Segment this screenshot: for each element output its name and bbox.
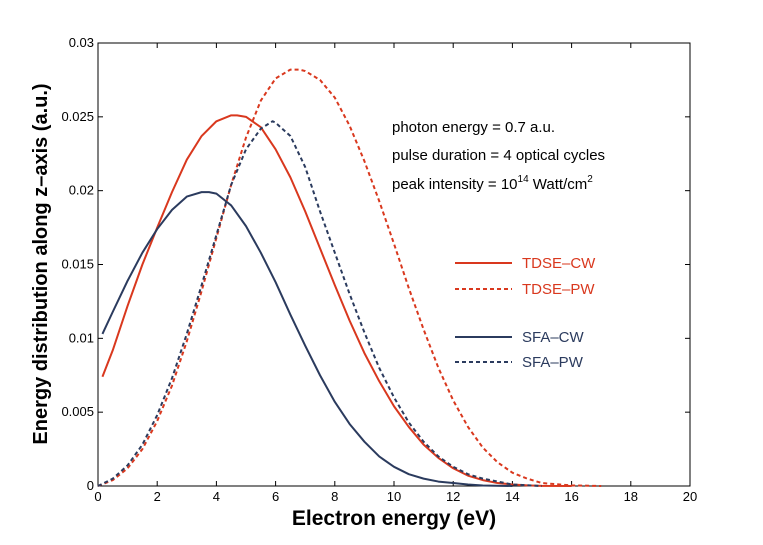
x-tick-label: 6 [272,489,279,504]
legend-label-tdse-cw: TDSE–CW [522,255,596,272]
x-tick-label: 8 [331,489,338,504]
y-axis-ticks: 0 0.005 0.01 0.015 0.02 0.025 0.03 [61,35,690,493]
annotation-block: photon energy = 0.7 a.u. pulse duration … [392,119,605,193]
x-tick-label: 10 [387,489,401,504]
annotation-photon-energy: photon energy = 0.7 a.u. [392,119,555,136]
peak-intensity-unit: Watt/cm [529,176,588,193]
x-tick-label: 16 [564,489,578,504]
legend-label-sfa-pw: SFA–PW [522,354,584,371]
annotation-pulse-duration: pulse duration = 4 optical cycles [392,147,605,164]
peak-intensity-unit-exponent: 2 [587,174,593,185]
annotation-peak-intensity: peak intensity = 1014 Watt/cm2 [392,174,593,193]
series-line-sfa-cw [101,191,513,487]
y-tick-label: 0.015 [61,257,94,272]
peak-intensity-exponent: 14 [518,174,530,185]
plot-area [97,42,691,487]
legend-label-tdse-pw: TDSE–PW [522,281,595,298]
series-line-sfa-pw [97,120,543,487]
y-tick-label: 0.02 [69,183,94,198]
x-tick-label: 4 [213,489,220,504]
x-tick-label: 14 [505,489,519,504]
x-axis-label: Electron energy (eV) [292,507,496,530]
series-line-tdse-pw [97,68,602,487]
y-axis-label: Energy distribution along z–axis (a.u.) [30,83,52,444]
x-tick-label: 18 [624,489,638,504]
x-tick-label: 12 [446,489,460,504]
x-tick-label: 20 [683,489,697,504]
y-tick-label: 0.01 [69,330,94,345]
series-layer [97,68,602,487]
legend: TDSE–CW TDSE–PW SFA–CW SFA–PW [455,255,596,371]
y-tick-label: 0.03 [69,35,94,50]
x-tick-label: 2 [154,489,161,504]
y-tick-label: 0.025 [61,109,94,124]
series-line-tdse-cw [101,114,572,487]
peak-intensity-prefix: peak intensity = 10 [392,176,518,193]
y-tick-label: 0 [87,478,94,493]
x-tick-label: 0 [94,489,101,504]
legend-label-sfa-cw: SFA–CW [522,329,585,346]
y-tick-label: 0.005 [61,404,94,419]
